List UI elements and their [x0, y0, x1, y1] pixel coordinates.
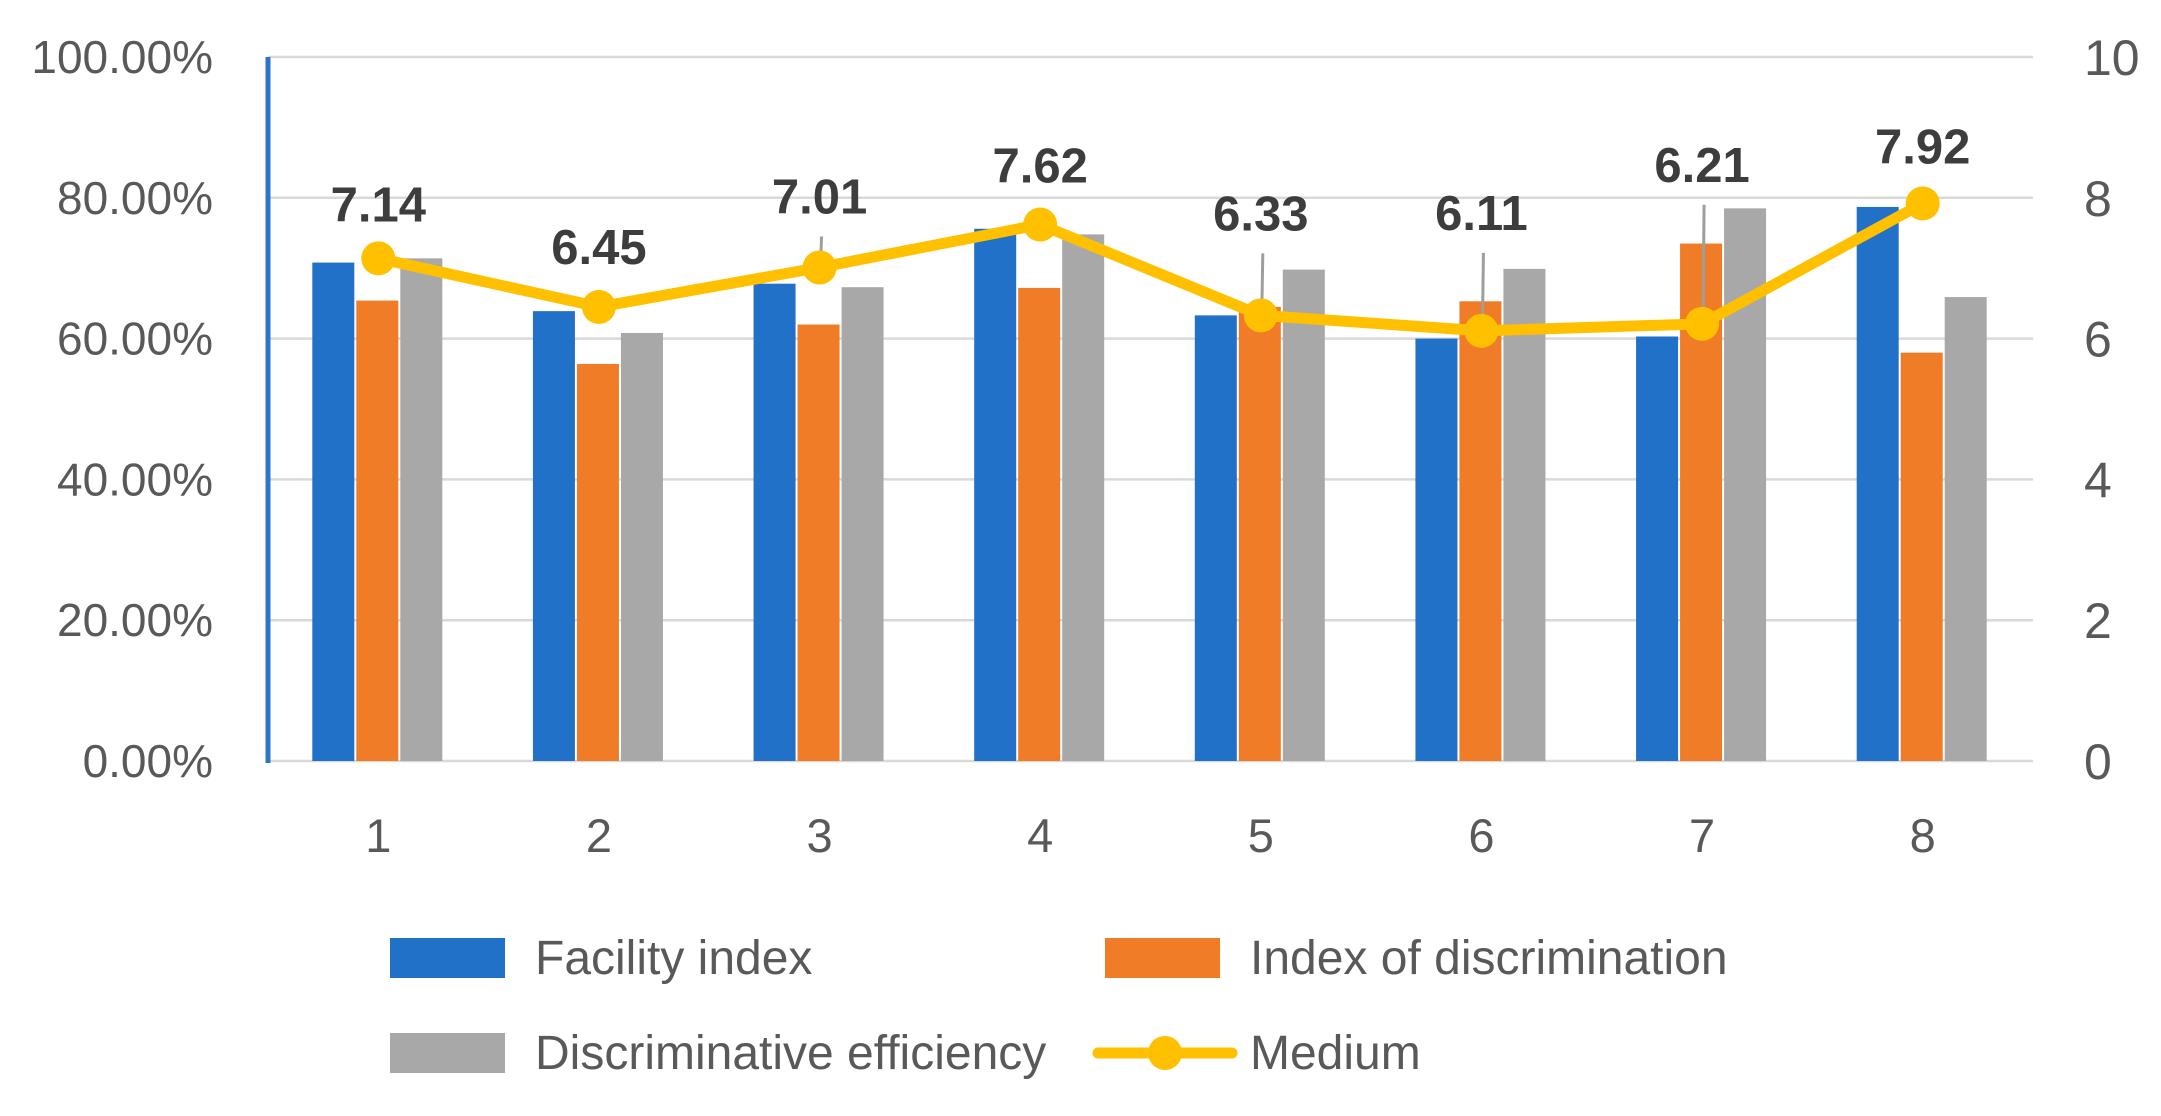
right-axis-tick-label: 0 [2084, 734, 2112, 790]
legend-swatch-index-of-discrimination [1105, 938, 1220, 978]
bar-index-of-discrimination-3 [797, 324, 840, 761]
bar-index-of-discrimination-4 [1018, 287, 1061, 761]
medium-data-label-3: 7.01 [772, 170, 867, 224]
medium-data-label-2: 6.45 [551, 221, 646, 275]
medium-marker-2 [581, 289, 616, 324]
category-label: 6 [1468, 809, 1494, 862]
bar-facility-index-3 [753, 283, 796, 761]
bar-facility-index-8 [1856, 206, 1899, 761]
category-label: 3 [806, 809, 832, 862]
category-label: 8 [1910, 809, 1936, 862]
left-axis-tick-label: 0.00% [83, 735, 213, 787]
right-axis-tick-label: 2 [2084, 593, 2112, 649]
bar-facility-index-2 [532, 311, 575, 761]
medium-data-label-7: 6.21 [1654, 139, 1749, 193]
medium-data-label-5: 6.33 [1213, 187, 1308, 241]
bar-index-of-discrimination-1 [356, 300, 399, 761]
bar-facility-index-5 [1194, 315, 1237, 761]
bar-discriminative-efficiency-5 [1282, 269, 1325, 761]
medium-marker-1 [361, 241, 396, 276]
left-axis-tick-label: 60.00% [57, 313, 213, 365]
medium-marker-8 [1905, 186, 1940, 221]
bar-discriminative-efficiency-8 [1944, 297, 1987, 761]
right-axis-tick-label: 4 [2084, 452, 2112, 508]
bar-facility-index-7 [1636, 336, 1679, 761]
medium-data-label-6: 6.11 [1435, 187, 1528, 241]
legend-swatch-discriminative-efficiency [390, 1033, 505, 1073]
medium-line [372, 197, 1929, 337]
legend-label-facility-index: Facility index [535, 932, 812, 985]
label-leader-line-7 [1701, 204, 1706, 320]
bar-index-of-discrimination-6 [1459, 301, 1502, 761]
bar-discriminative-efficiency-2 [620, 332, 663, 761]
bar-discriminative-efficiency-1 [400, 258, 443, 761]
legend-label-index-of-discrimination: Index of discrimination [1250, 932, 1728, 985]
category-label: 1 [365, 809, 391, 862]
medium-marker-5 [1243, 298, 1278, 333]
legend-swatch-facility-index [390, 938, 505, 978]
left-axis-tick-label: 80.00% [57, 172, 213, 224]
bar-facility-index-4 [974, 228, 1017, 761]
medium-marker-6 [1464, 313, 1499, 348]
legend-label-discriminative-efficiency: Discriminative efficiency [535, 1027, 1046, 1080]
legend-label-medium: Medium [1250, 1027, 1421, 1080]
category-label: 2 [586, 809, 612, 862]
bar-index-of-discrimination-2 [576, 363, 619, 761]
category-label: 5 [1248, 809, 1274, 862]
category-label: 4 [1027, 809, 1053, 862]
right-axis-tick-label: 6 [2084, 312, 2112, 368]
category-label: 7 [1689, 809, 1715, 862]
bar-discriminative-efficiency-4 [1062, 234, 1105, 761]
legend-marker-medium [1148, 1036, 1182, 1070]
medium-data-label-1: 7.14 [331, 178, 426, 232]
medium-data-label-8: 7.92 [1875, 120, 1970, 174]
medium-marker-4 [1023, 207, 1058, 242]
bar-facility-index-6 [1415, 338, 1458, 761]
right-axis-tick-label: 8 [2084, 171, 2112, 227]
medium-data-label-4: 7.62 [993, 140, 1088, 194]
medium-marker-7 [1685, 306, 1720, 341]
bar-discriminative-efficiency-3 [841, 287, 884, 761]
bar-discriminative-efficiency-6 [1503, 268, 1546, 761]
left-axis-tick-label: 40.00% [57, 453, 213, 505]
bar-index-of-discrimination-5 [1238, 306, 1281, 761]
left-axis-tick-label: 20.00% [57, 594, 213, 646]
right-axis-tick-label: 10 [2084, 30, 2140, 86]
medium-marker-3 [802, 250, 837, 285]
bar-index-of-discrimination-8 [1900, 352, 1943, 761]
left-axis-tick-label: 100.00% [31, 31, 213, 83]
bar-facility-index-1 [312, 262, 355, 761]
